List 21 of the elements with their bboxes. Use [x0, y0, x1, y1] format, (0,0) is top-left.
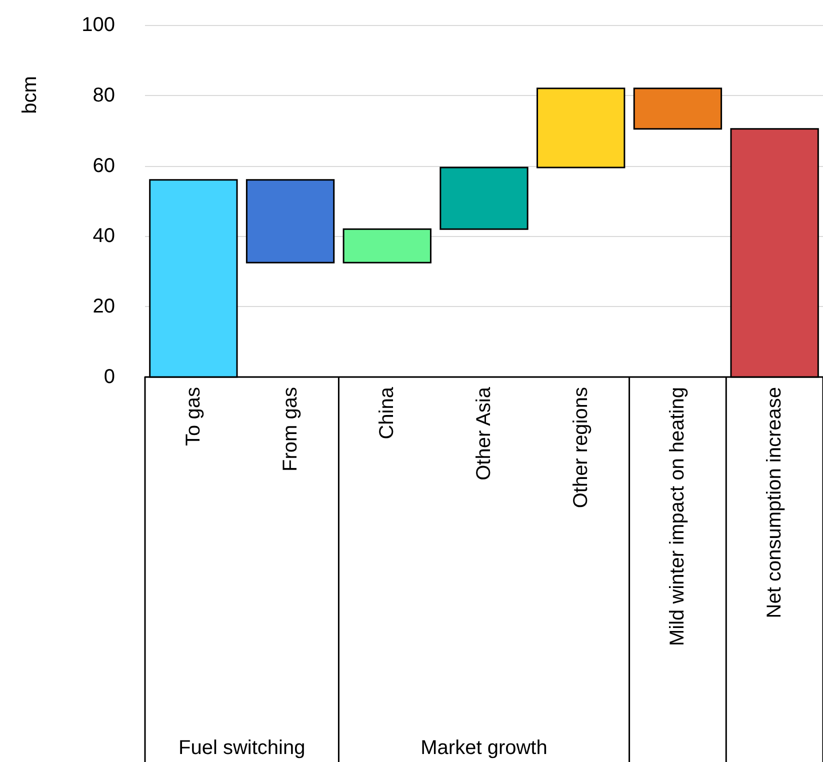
- y-tick-label: 100: [82, 14, 115, 36]
- bar: [536, 88, 626, 168]
- x-tick-label: Other Asia: [473, 386, 495, 480]
- bar: [633, 88, 722, 130]
- x-tick-label: From gas: [279, 387, 302, 472]
- bar: [246, 179, 335, 264]
- y-tick-label: 40: [92, 225, 115, 248]
- y-tick-label: 60: [92, 154, 115, 177]
- x-tick-label: To gas: [182, 387, 204, 446]
- bar: [342, 228, 432, 264]
- x-tick-label: Mild winter impact on heating: [666, 387, 689, 646]
- x-tick-label: Other regions: [570, 387, 592, 508]
- y-tick-label: 80: [92, 84, 115, 106]
- x-tick-label: Net consumption increase: [764, 387, 786, 618]
- bar: [440, 166, 528, 230]
- y-tick-label: 20: [92, 296, 115, 318]
- x-tick-label: China: [376, 386, 398, 440]
- text: Market growth: [420, 737, 548, 759]
- y-tick-label: 0: [104, 366, 115, 388]
- text: Fuel switching: [178, 737, 306, 759]
- y-axis-title: bcm: [19, 76, 41, 114]
